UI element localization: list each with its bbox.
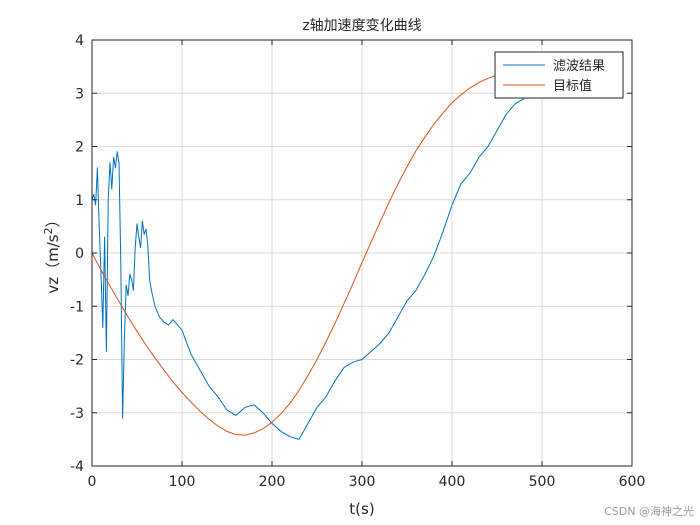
y-axis-label: vz（m/s2） xyxy=(42,212,63,293)
x-tick-label: 600 xyxy=(619,474,646,490)
y-axis-label-text: vz（m/s xyxy=(44,234,62,293)
chart-title: z轴加速度变化曲线 xyxy=(302,18,421,34)
legend-box xyxy=(494,51,624,99)
y-tick-label: -4 xyxy=(70,459,84,475)
y-axis-label-superscript: 2 xyxy=(42,227,55,234)
plot-area: 0 100 200 300 400 500 600 -4 -3 -2 -1 0 1 2 3 4 xyxy=(70,33,645,490)
x-tick-label: 400 xyxy=(439,474,466,490)
x-tick-label: 500 xyxy=(529,474,556,490)
x-axis-label: t(s) xyxy=(349,500,374,518)
y-tick-label: 0 xyxy=(75,246,84,262)
y-tick-label: -2 xyxy=(70,353,84,369)
x-tick-label: 200 xyxy=(259,474,286,490)
y-tick-label: -1 xyxy=(70,299,84,315)
legend-label-1: 目标值 xyxy=(553,78,592,94)
y-tick-label: 2 xyxy=(75,140,84,156)
legend-label-0: 滤波结果 xyxy=(553,59,605,74)
x-tick-label: 300 xyxy=(349,474,376,490)
watermark: CSDN @海神之光 xyxy=(604,505,694,518)
y-tick-label: 3 xyxy=(75,86,84,102)
y-tick-label: 4 xyxy=(75,33,84,49)
y-tick-label: -3 xyxy=(70,406,84,422)
y-tick-label: 1 xyxy=(75,193,84,209)
series-line-0 xyxy=(91,98,525,440)
x-tick-label: 100 xyxy=(169,474,196,490)
x-tick-label: 0 xyxy=(88,474,97,490)
series-line-1 xyxy=(91,68,525,436)
y-axis-label-close: ） xyxy=(44,212,62,227)
